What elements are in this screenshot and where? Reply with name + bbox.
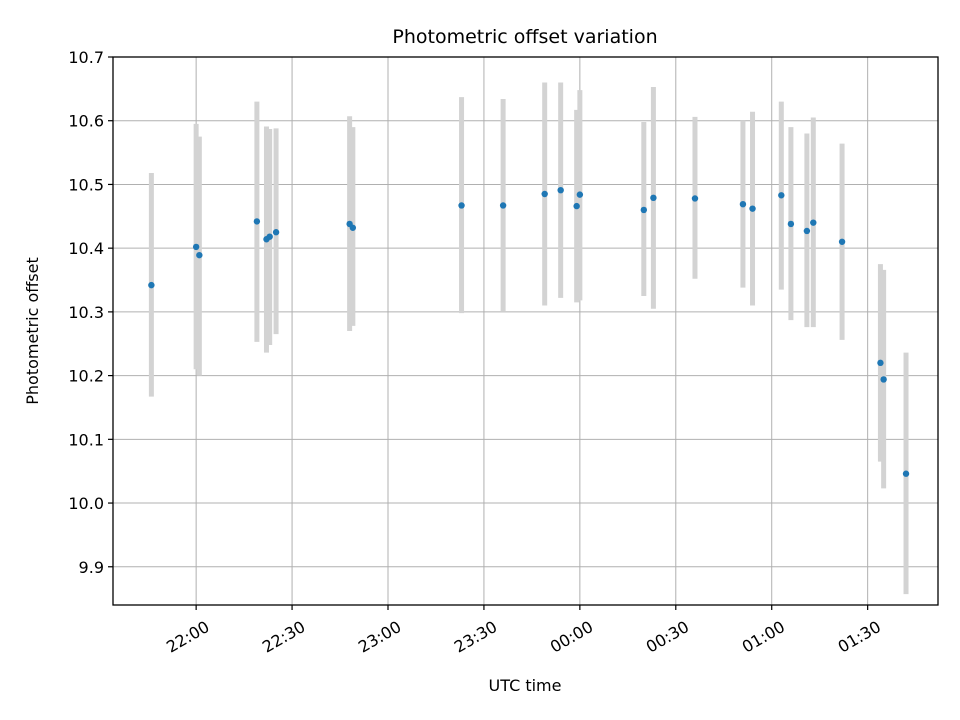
data-point [266, 233, 272, 239]
data-point [193, 244, 199, 250]
data-point [839, 239, 845, 245]
data-point [196, 252, 202, 258]
y-tick-label: 10.1 [68, 430, 104, 449]
y-axis-label: Photometric offset [23, 257, 42, 405]
y-tick-label: 10.4 [68, 239, 104, 258]
data-point [573, 203, 579, 209]
data-point [500, 202, 506, 208]
data-point [810, 219, 816, 225]
chart-title: Photometric offset variation [392, 26, 657, 48]
data-point [350, 225, 356, 231]
y-tick-label: 10.3 [68, 303, 104, 322]
data-point [903, 471, 909, 477]
data-point [740, 201, 746, 207]
y-tick-label: 10.5 [68, 175, 104, 194]
data-point [778, 192, 784, 198]
y-tick-label: 10.0 [68, 494, 104, 513]
data-point [254, 218, 260, 224]
y-tick-label: 9.9 [79, 558, 104, 577]
data-point [641, 207, 647, 213]
data-point [458, 202, 464, 208]
data-point [650, 195, 656, 201]
data-point [541, 191, 547, 197]
data-point [749, 205, 755, 211]
y-tick-label: 10.2 [68, 367, 104, 386]
data-point [148, 282, 154, 288]
data-point [804, 228, 810, 234]
x-axis-label: UTC time [489, 676, 562, 695]
data-point [692, 195, 698, 201]
data-point [880, 376, 886, 382]
data-point [557, 187, 563, 193]
data-point [877, 360, 883, 366]
data-point [273, 229, 279, 235]
photometric-offset-chart: 22:00 22:30 23:00 23:30 00:00 00:30 01:00 01:30… [0, 0, 960, 720]
data-point [577, 191, 583, 197]
data-point [788, 221, 794, 227]
y-tick-label: 10.7 [68, 48, 104, 67]
y-tick-label: 10.6 [68, 112, 104, 131]
